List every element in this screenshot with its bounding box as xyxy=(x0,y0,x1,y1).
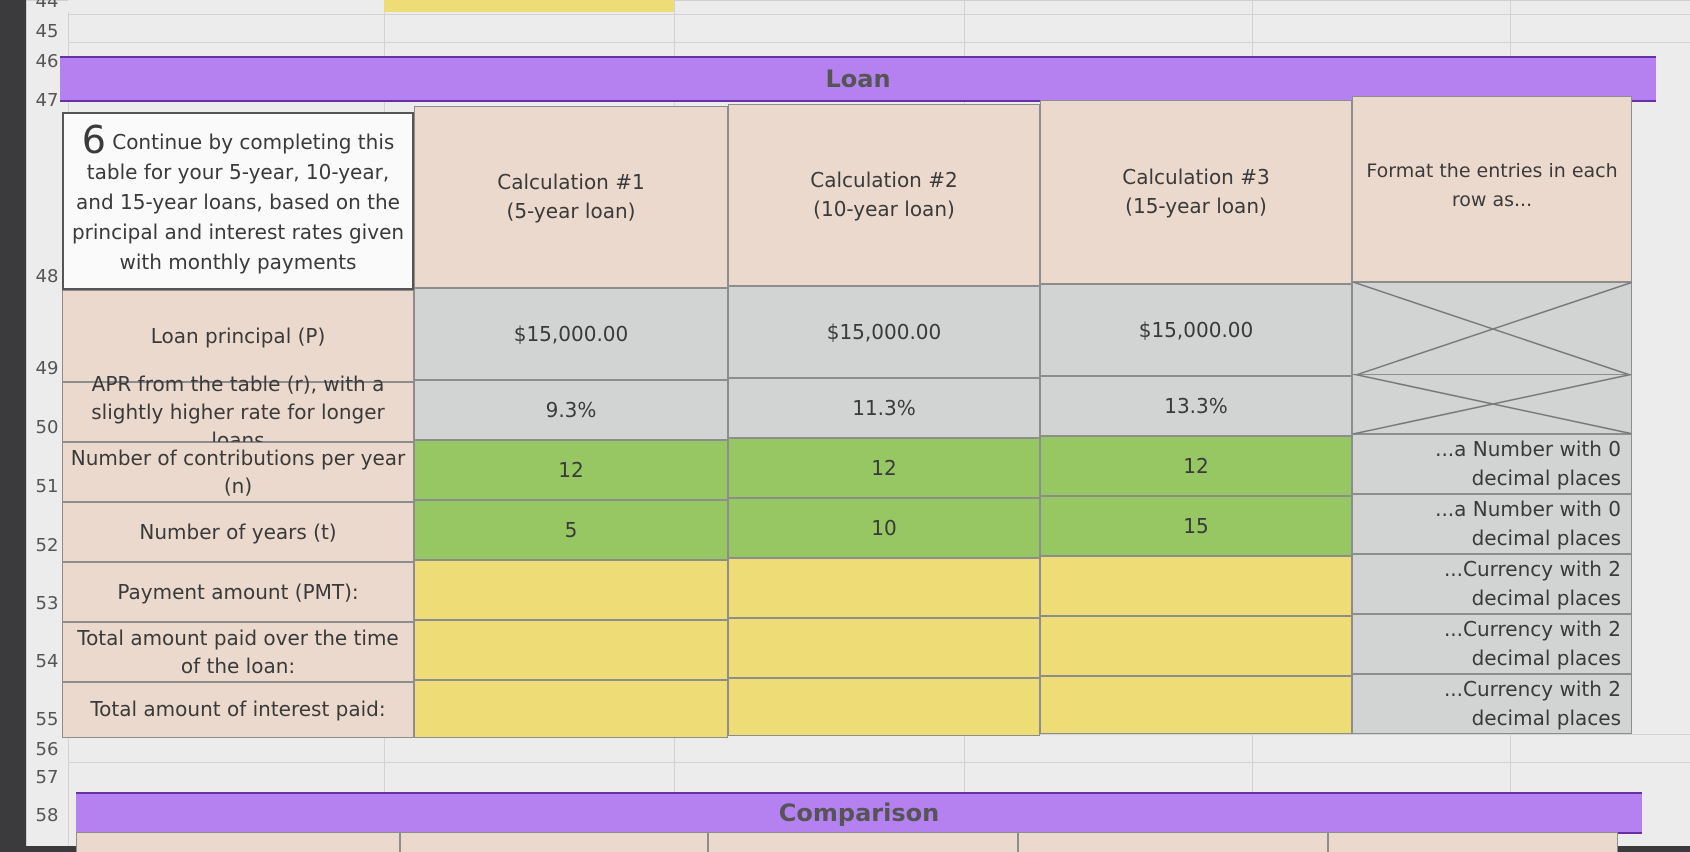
header-calc1[interactable]: Calculation #1 (5-year loan) xyxy=(414,106,728,288)
row-header-58[interactable]: 58 xyxy=(35,805,59,826)
instruction-body: Continue by completing this table for yo… xyxy=(71,130,405,274)
comparison-section-title[interactable]: Comparison xyxy=(76,792,1642,834)
apr-calc1[interactable]: 9.3% xyxy=(414,380,728,440)
row-header-55[interactable]: 55 xyxy=(35,709,59,730)
row-header-49[interactable]: 49 xyxy=(35,358,59,379)
total-calc2[interactable] xyxy=(728,618,1040,678)
n-calc1[interactable]: 12 xyxy=(414,440,728,500)
cell-row44-yellow[interactable] xyxy=(384,0,674,12)
grid-line xyxy=(68,762,1690,763)
format-pmt[interactable]: ...Currency with 2 decimal places xyxy=(1352,554,1632,614)
comparison-cell-2[interactable] xyxy=(400,832,708,852)
comparison-cell-3[interactable] xyxy=(708,832,1018,852)
format-interest[interactable]: ...Currency with 2 decimal places xyxy=(1352,674,1632,734)
crossed-cell-49[interactable] xyxy=(1352,282,1632,376)
row-header-54[interactable]: 54 xyxy=(35,651,59,672)
grid-line xyxy=(68,14,1690,15)
label-interest[interactable]: Total amount of interest paid: xyxy=(62,682,414,738)
comparison-cell-1[interactable] xyxy=(76,832,400,852)
row-header-46[interactable]: 46 xyxy=(35,51,59,72)
header-calc2[interactable]: Calculation #2 (10-year loan) xyxy=(728,104,1040,286)
instruction-cell[interactable]: 6 Continue by completing this table for … xyxy=(62,112,414,290)
label-n[interactable]: Number of contributions per year (n) xyxy=(62,442,414,502)
header-calc3[interactable]: Calculation #3 (15-year loan) xyxy=(1040,100,1352,284)
label-principal[interactable]: Loan principal (P) xyxy=(62,290,414,382)
principal-calc1[interactable]: $15,000.00 xyxy=(414,288,728,380)
format-total[interactable]: ...Currency with 2 decimal places xyxy=(1352,614,1632,674)
row-header-50[interactable]: 50 xyxy=(35,417,59,438)
spreadsheet-grid: 44 45 46 47 48 49 50 51 52 53 54 55 56 5… xyxy=(26,0,1690,852)
label-t[interactable]: Number of years (t) xyxy=(62,502,414,562)
row-header-56[interactable]: 56 xyxy=(35,739,59,760)
pmt-calc1[interactable] xyxy=(414,560,728,620)
row-header-52[interactable]: 52 xyxy=(35,535,59,556)
cross-out-icon xyxy=(1353,282,1631,376)
apr-calc3[interactable]: 13.3% xyxy=(1040,376,1352,436)
total-calc3[interactable] xyxy=(1040,616,1352,676)
t-calc1[interactable]: 5 xyxy=(414,500,728,560)
grid-line xyxy=(68,42,1690,43)
interest-calc1[interactable] xyxy=(414,680,728,738)
cross-out-icon xyxy=(1353,374,1631,434)
label-apr[interactable]: APR from the table (r), with a slightly … xyxy=(62,372,414,452)
label-total[interactable]: Total amount paid over the time of the l… xyxy=(62,622,414,682)
principal-calc2[interactable]: $15,000.00 xyxy=(728,286,1040,378)
t-calc3[interactable]: 15 xyxy=(1040,496,1352,556)
row-header-53[interactable]: 53 xyxy=(35,593,59,614)
n-calc2[interactable]: 12 xyxy=(728,438,1040,498)
header-format[interactable]: Format the entries in each row as... xyxy=(1352,96,1632,282)
crossed-cell-50[interactable] xyxy=(1352,374,1632,434)
total-calc1[interactable] xyxy=(414,620,728,680)
interest-calc3[interactable] xyxy=(1040,676,1352,734)
interest-calc2[interactable] xyxy=(728,678,1040,736)
pmt-calc3[interactable] xyxy=(1040,556,1352,616)
apr-calc2[interactable]: 11.3% xyxy=(728,378,1040,438)
row-header-44[interactable]: 44 xyxy=(35,0,59,12)
row-header-51[interactable]: 51 xyxy=(35,476,59,497)
comparison-title-text: Comparison xyxy=(778,799,940,827)
row-header-47[interactable]: 47 xyxy=(35,90,59,111)
format-t[interactable]: ...a Number with 0 decimal places xyxy=(1352,494,1632,554)
label-pmt[interactable]: Payment amount (PMT): xyxy=(62,562,414,622)
row-header-48[interactable]: 48 xyxy=(35,266,59,287)
comparison-cell-5[interactable] xyxy=(1328,832,1618,852)
format-n[interactable]: ...a Number with 0 decimal places xyxy=(1352,434,1632,494)
comparison-cell-4[interactable] xyxy=(1018,832,1328,852)
loan-section-title[interactable]: Loan xyxy=(60,56,1656,102)
cell-row44[interactable] xyxy=(68,0,384,12)
t-calc2[interactable]: 10 xyxy=(728,498,1040,558)
n-calc3[interactable]: 12 xyxy=(1040,436,1352,496)
pmt-calc2[interactable] xyxy=(728,558,1040,618)
row-header-45[interactable]: 45 xyxy=(35,21,59,42)
loan-title-text: Loan xyxy=(825,65,891,93)
instruction-text: 6 Continue by completing this table for … xyxy=(68,121,408,277)
step-number: 6 xyxy=(81,118,106,162)
principal-calc3[interactable]: $15,000.00 xyxy=(1040,284,1352,376)
row-header-57[interactable]: 57 xyxy=(35,767,59,788)
